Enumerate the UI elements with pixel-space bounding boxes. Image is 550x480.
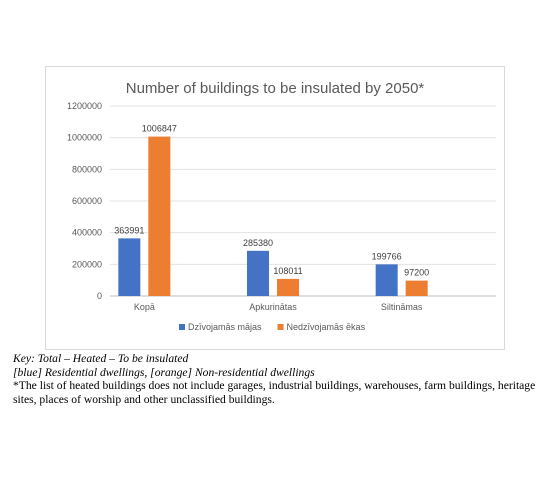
- x-tick-label: Apkurinātas: [249, 302, 297, 312]
- bar-chart: Number of buildings to be insulated by 2…: [67, 80, 496, 332]
- y-axis-ticks: 0 200000 400000 600000 800000 1000000 1200000: [67, 101, 102, 301]
- bar: [277, 278, 299, 296]
- chart-container: Number of buildings to be insulated by 2…: [45, 66, 505, 350]
- caption-note: *The list of heated buildings does not i…: [13, 379, 536, 406]
- bar: [375, 264, 398, 296]
- y-tick-label: 1200000: [67, 101, 102, 111]
- caption-colors-line: [blue] Residential dwellings, [orange] N…: [13, 365, 315, 379]
- legend-swatch: [277, 324, 284, 330]
- x-tick-label: Kopā: [134, 302, 155, 312]
- bar: [247, 250, 269, 296]
- data-label: 199766: [372, 251, 402, 261]
- gridlines: [110, 105, 496, 297]
- bar: [118, 238, 141, 296]
- x-tick-label: Siltināmas: [381, 302, 423, 312]
- legend-label: Dzīvojamās mājas: [188, 322, 262, 332]
- data-label: 97200: [404, 268, 429, 278]
- y-tick-label: 200000: [72, 259, 102, 269]
- bar: [148, 136, 171, 296]
- x-axis-ticks: Kopā Apkurinātas Siltināmas: [134, 302, 423, 312]
- legend-swatch: [179, 324, 185, 330]
- data-label: 363991: [114, 225, 144, 235]
- data-label: 108011: [273, 266, 302, 276]
- chart-title: Number of buildings to be insulated by 2…: [126, 80, 425, 97]
- y-tick-label: 800000: [72, 164, 102, 174]
- bar: [405, 280, 428, 296]
- data-label: 285380: [243, 238, 273, 248]
- y-tick-label: 400000: [72, 228, 102, 238]
- caption-key-line: Key: Total – Heated – To be insulated: [13, 352, 189, 365]
- y-tick-label: 1000000: [67, 133, 102, 143]
- legend-label: Nedzīvojamās ēkas: [287, 322, 366, 332]
- data-label: 1006847: [142, 124, 177, 134]
- figure-caption: Key: Total – Heated – To be insulated [b…: [13, 352, 538, 406]
- y-tick-label: 600000: [72, 196, 102, 206]
- bars: [118, 136, 428, 296]
- y-tick-label: 0: [97, 291, 102, 301]
- legend: Dzīvojamās mājas Nedzīvojamās ēkas: [179, 322, 366, 332]
